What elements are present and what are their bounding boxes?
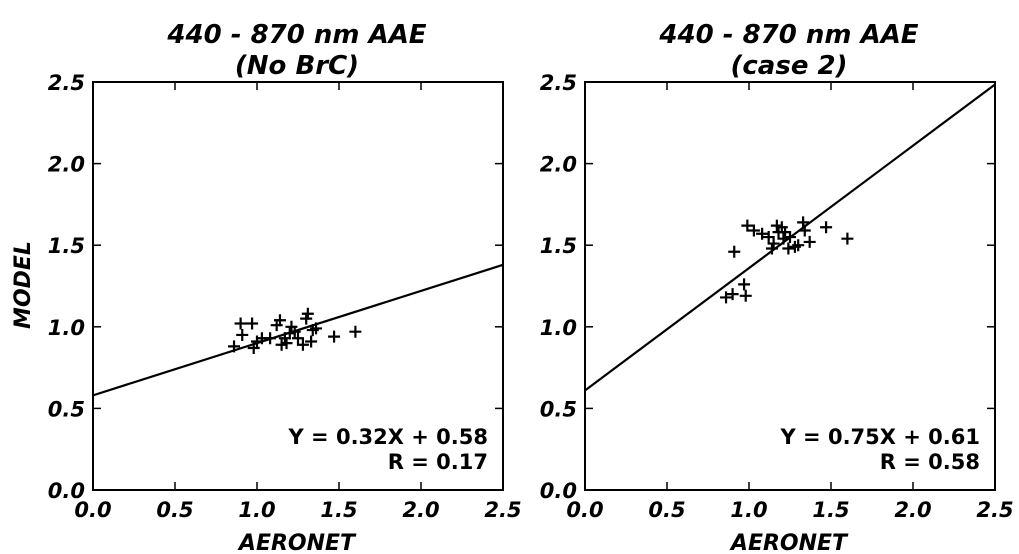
data-point	[739, 289, 752, 302]
data-point	[762, 231, 775, 244]
data-point	[349, 325, 362, 338]
correlation-label: R = 0.58	[880, 450, 980, 474]
x-tick-label: 0.5	[648, 498, 685, 522]
data-point	[328, 330, 341, 343]
x-tick-label: 0.0	[566, 498, 603, 522]
data-point	[792, 239, 805, 252]
fit-equation: Y = 0.75X + 0.61	[780, 425, 980, 449]
x-tick-label: 1.5	[812, 498, 849, 522]
chart-title: 440 - 870 nm AAE	[166, 20, 426, 50]
chart-title: 440 - 870 nm AAE	[658, 20, 918, 50]
panel-no-brc: 440 - 870 nm AAE (No BrC) AERONET MODEL …	[11, 20, 522, 554]
x-axis-label: AERONET	[729, 531, 849, 554]
data-point	[234, 317, 247, 330]
x-tick-label: 0.0	[74, 498, 111, 522]
y-tick-label: 1.0	[48, 316, 85, 340]
plot-area: 0.0 0.5 1.0 1.5 2.0 2.5 0.0 0.5 1.0 1.5 2.0 2.5	[540, 71, 1014, 522]
y-tick-label: 1.5	[48, 234, 85, 258]
data-point	[767, 237, 780, 250]
data-point	[747, 224, 760, 237]
data-point	[292, 332, 304, 345]
data-point	[728, 245, 741, 258]
data-point	[228, 340, 241, 353]
plot-frame	[584, 81, 996, 491]
data-point	[273, 314, 286, 327]
x-tick-label: 1.5	[320, 498, 357, 522]
data-point	[777, 232, 790, 245]
data-point	[841, 232, 854, 245]
y-tick-label: 2.5	[48, 71, 85, 95]
fit-line	[93, 263, 503, 397]
data-point	[803, 235, 816, 248]
data-point	[798, 224, 811, 237]
x-tick-label: 1.0	[238, 498, 275, 522]
x-tick-label: 2.5	[484, 498, 521, 522]
x-tick-label: 2.0	[894, 498, 931, 522]
data-point	[280, 337, 293, 350]
data-point	[301, 307, 314, 320]
data-point	[236, 328, 249, 341]
y-tick-label: 0.0	[540, 479, 577, 503]
data-point	[820, 221, 833, 234]
correlation-label: R = 0.17	[388, 450, 488, 474]
y-tick-label: 0.5	[48, 397, 85, 421]
y-tick-label: 2.0	[48, 153, 85, 177]
x-tick-label: 2.0	[402, 498, 439, 522]
data-point	[784, 231, 796, 244]
data-point	[296, 338, 309, 351]
data-point	[310, 322, 323, 335]
data-point	[247, 342, 260, 355]
plot-frame	[92, 81, 504, 491]
data-point	[264, 332, 277, 345]
chart-subtitle: (case 2)	[731, 51, 848, 81]
data-point	[246, 317, 259, 330]
data-point	[797, 216, 810, 229]
y-tick-label: 0.0	[48, 479, 85, 503]
panel-case-2: 440 - 870 nm AAE (case 2) AERONET 0.0 0.5…	[540, 20, 1014, 554]
data-point	[726, 288, 739, 301]
y-tick-label: 2.5	[540, 71, 577, 95]
data-point	[738, 278, 751, 291]
data-point	[288, 325, 301, 338]
fit-equation: Y = 0.32X + 0.58	[288, 425, 488, 449]
y-tick-label: 1.0	[540, 316, 577, 340]
data-point	[756, 227, 769, 240]
x-tick-label: 1.0	[730, 498, 767, 522]
x-axis-label: AERONET	[237, 531, 357, 554]
x-tick-label: 2.5	[976, 498, 1013, 522]
data-point	[720, 291, 733, 304]
y-axis-label: MODEL	[11, 241, 36, 329]
y-tick-label: 0.5	[540, 397, 577, 421]
data-point	[305, 335, 318, 348]
plot-area: 0.0 0.5 1.0 1.5 2.0 2.5 0.0 0.5 1.0 1.5 2.0 2.5	[48, 71, 522, 522]
y-tick-label: 1.5	[540, 234, 577, 258]
y-tick-label: 2.0	[540, 153, 577, 177]
x-tick-label: 0.5	[156, 498, 193, 522]
data-point	[782, 242, 795, 255]
data-point	[741, 219, 754, 232]
chart-subtitle: (No BrC)	[235, 51, 359, 81]
